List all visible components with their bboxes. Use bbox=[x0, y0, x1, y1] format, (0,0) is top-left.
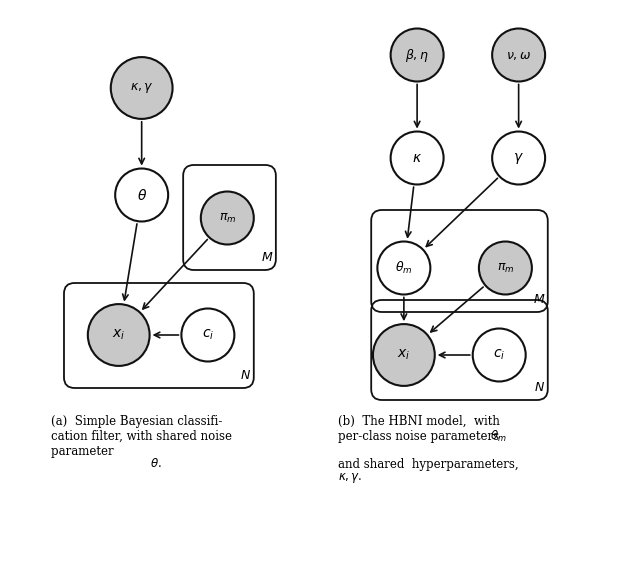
Circle shape bbox=[479, 241, 532, 294]
Circle shape bbox=[181, 308, 234, 362]
Text: $\kappa$: $\kappa$ bbox=[412, 151, 422, 165]
Circle shape bbox=[111, 57, 173, 119]
Text: $\gamma$: $\gamma$ bbox=[513, 150, 524, 166]
Text: $M$: $M$ bbox=[260, 251, 273, 264]
Circle shape bbox=[88, 304, 150, 366]
Text: $x_i$: $x_i$ bbox=[112, 328, 125, 342]
Text: $\kappa, \gamma$.: $\kappa, \gamma$. bbox=[338, 471, 362, 485]
Text: $\theta_m$: $\theta_m$ bbox=[490, 429, 507, 444]
Text: $x_i$: $x_i$ bbox=[397, 348, 410, 362]
Text: $\pi_m$: $\pi_m$ bbox=[497, 262, 514, 275]
Circle shape bbox=[492, 132, 545, 185]
Text: (b)  The HBNI model,  with
per-class noise parameters: (b) The HBNI model, with per-class noise… bbox=[338, 415, 502, 443]
Circle shape bbox=[473, 328, 525, 381]
Text: $\theta$: $\theta$ bbox=[136, 188, 147, 202]
Text: and shared  hyperparameters,: and shared hyperparameters, bbox=[338, 443, 518, 471]
Circle shape bbox=[373, 324, 435, 386]
Circle shape bbox=[492, 28, 545, 81]
Text: $\beta, \eta$: $\beta, \eta$ bbox=[405, 46, 429, 63]
Text: (a)  Simple Bayesian classifi-
cation filter, with shared noise
parameter: (a) Simple Bayesian classifi- cation fil… bbox=[51, 415, 232, 458]
Text: $c_i$: $c_i$ bbox=[493, 348, 506, 362]
Circle shape bbox=[115, 168, 168, 221]
Text: $M$: $M$ bbox=[532, 293, 545, 306]
Circle shape bbox=[378, 241, 430, 294]
Text: $\nu, \omega$: $\nu, \omega$ bbox=[506, 49, 531, 62]
Circle shape bbox=[390, 132, 444, 185]
Text: $N$: $N$ bbox=[240, 369, 251, 382]
Circle shape bbox=[390, 28, 444, 81]
Text: $\kappa, \gamma$: $\kappa, \gamma$ bbox=[130, 81, 154, 95]
Text: $\theta_m$: $\theta_m$ bbox=[395, 260, 413, 276]
Text: $c_i$: $c_i$ bbox=[202, 328, 214, 342]
Text: $N$: $N$ bbox=[534, 381, 545, 394]
Text: $\pi_m$: $\pi_m$ bbox=[219, 211, 236, 224]
Text: $\theta$.: $\theta$. bbox=[150, 457, 161, 470]
Circle shape bbox=[201, 192, 254, 245]
